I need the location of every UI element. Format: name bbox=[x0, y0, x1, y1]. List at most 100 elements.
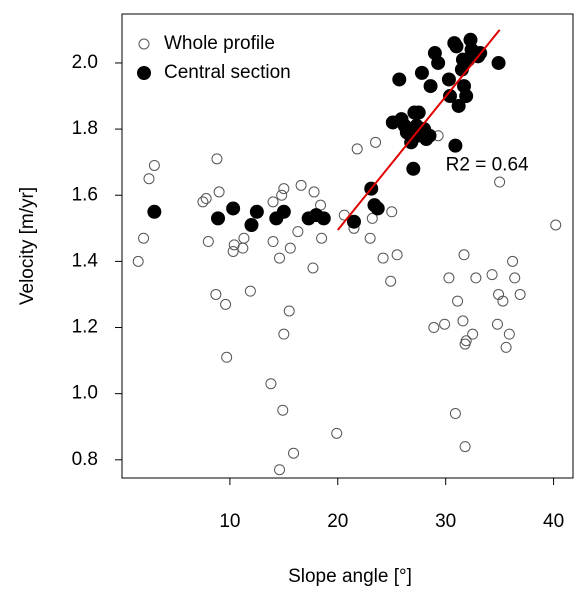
point bbox=[486, 269, 498, 281]
point bbox=[213, 186, 225, 198]
point bbox=[210, 288, 222, 300]
point bbox=[422, 128, 437, 143]
fit-line bbox=[337, 29, 501, 231]
point bbox=[316, 232, 328, 244]
y-tick-label: 1.2 bbox=[72, 317, 98, 338]
point bbox=[459, 441, 471, 453]
point bbox=[221, 351, 233, 363]
point bbox=[370, 136, 382, 148]
legend-label: Whole profile bbox=[164, 33, 275, 54]
point bbox=[452, 295, 464, 307]
y-axis-title: Velocity [m/yr] bbox=[17, 187, 38, 305]
point bbox=[451, 98, 466, 113]
x-tick-label: 40 bbox=[543, 511, 564, 532]
point bbox=[370, 201, 385, 216]
point bbox=[274, 464, 286, 476]
point bbox=[351, 143, 363, 155]
point bbox=[366, 212, 378, 224]
x-axis-title: Slope angle [°] bbox=[288, 566, 412, 587]
point bbox=[431, 55, 446, 70]
point bbox=[143, 173, 155, 185]
point bbox=[267, 236, 279, 248]
point bbox=[237, 242, 249, 254]
point bbox=[220, 298, 232, 310]
legend-label: Central section bbox=[164, 62, 291, 83]
point bbox=[267, 196, 279, 208]
y-tick-label: 0.8 bbox=[72, 449, 98, 470]
point bbox=[392, 72, 407, 87]
point bbox=[449, 39, 464, 54]
point bbox=[308, 186, 320, 198]
x-tick-label: 30 bbox=[435, 511, 456, 532]
point bbox=[494, 176, 506, 188]
y-tick-label: 1.4 bbox=[72, 250, 99, 271]
y-tick-label: 1.6 bbox=[72, 184, 98, 205]
point bbox=[295, 179, 307, 191]
point bbox=[226, 201, 241, 216]
point bbox=[470, 272, 482, 284]
point bbox=[147, 204, 162, 219]
plot-frame bbox=[121, 13, 574, 479]
point bbox=[411, 105, 426, 120]
point bbox=[278, 328, 290, 340]
point bbox=[507, 255, 519, 267]
point bbox=[284, 242, 296, 254]
point bbox=[428, 322, 440, 334]
point bbox=[414, 65, 429, 80]
point bbox=[423, 79, 438, 94]
x-tick-label: 20 bbox=[327, 511, 348, 532]
point bbox=[331, 427, 343, 439]
point bbox=[276, 189, 288, 201]
point bbox=[211, 211, 226, 226]
y-tick-label: 1.0 bbox=[72, 383, 98, 404]
point bbox=[386, 206, 398, 218]
point bbox=[503, 328, 515, 340]
point bbox=[265, 378, 277, 390]
point bbox=[276, 204, 291, 219]
y-tick-label: 2.0 bbox=[72, 52, 98, 73]
point bbox=[448, 138, 463, 153]
point bbox=[138, 232, 150, 244]
point bbox=[244, 285, 256, 297]
point bbox=[550, 219, 562, 231]
point bbox=[211, 153, 223, 165]
point bbox=[278, 183, 290, 195]
point bbox=[197, 196, 209, 208]
point bbox=[148, 159, 160, 171]
x-tick-label: 10 bbox=[219, 511, 240, 532]
point bbox=[274, 252, 286, 264]
point bbox=[202, 236, 214, 248]
point bbox=[458, 249, 470, 261]
legend-marker bbox=[138, 38, 150, 50]
point bbox=[346, 214, 361, 229]
point bbox=[316, 211, 331, 226]
point bbox=[441, 72, 456, 87]
legend-marker bbox=[137, 66, 151, 80]
point bbox=[459, 89, 474, 104]
point bbox=[283, 305, 295, 317]
point bbox=[307, 262, 319, 274]
point bbox=[238, 232, 250, 244]
point bbox=[364, 232, 376, 244]
annotation: R2 = 0.64 bbox=[446, 154, 529, 175]
point bbox=[457, 315, 469, 327]
point bbox=[227, 245, 239, 257]
point bbox=[491, 55, 506, 70]
point bbox=[460, 335, 472, 347]
point bbox=[249, 204, 264, 219]
point bbox=[439, 318, 451, 330]
point bbox=[277, 404, 289, 416]
point bbox=[500, 341, 512, 353]
point bbox=[514, 288, 526, 300]
point bbox=[292, 226, 304, 238]
point bbox=[132, 255, 144, 267]
point bbox=[443, 89, 457, 104]
point bbox=[497, 295, 509, 307]
point bbox=[391, 249, 403, 261]
point bbox=[288, 447, 300, 459]
point bbox=[449, 408, 461, 420]
point bbox=[385, 275, 397, 287]
point bbox=[200, 193, 212, 205]
